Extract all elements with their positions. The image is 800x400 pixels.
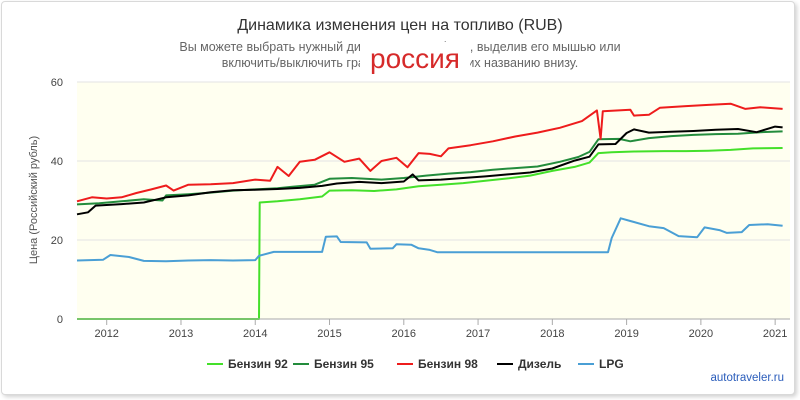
x-tick-label: 2020 — [689, 328, 713, 340]
legend-label: Дизель — [518, 357, 562, 371]
series-line-2[interactable] — [76, 130, 783, 206]
x-tick-label: 2017 — [466, 328, 490, 340]
plot-background — [77, 82, 790, 319]
legend-label: Бензин 95 — [314, 357, 374, 371]
y-tick-label: 0 — [57, 314, 63, 326]
y-tick-label: 40 — [51, 156, 63, 168]
legend-swatch — [293, 363, 309, 365]
x-axis-ticks: 2012 2013 2014 2015 2016 2017 2018 2019 2020 2021 — [94, 319, 787, 340]
grid-lines — [77, 81, 790, 241]
y-tick-label: 20 — [51, 235, 63, 247]
site-credit[interactable]: autotraveler.ru — [710, 372, 784, 384]
x-tick-label: 2012 — [94, 328, 118, 340]
legend-swatch — [578, 363, 594, 365]
x-tick-label: 2019 — [614, 328, 638, 340]
legend-label: Бензин 98 — [418, 357, 478, 371]
legend-label: LPG — [599, 357, 624, 371]
chart-title: Динамика изменения цен на топливо (RUB) — [237, 17, 563, 34]
series-lines — [76, 102, 783, 320]
country-label: россия — [360, 42, 470, 76]
x-tick-label: 2018 — [540, 328, 564, 340]
x-tick-label: 2014 — [243, 328, 267, 340]
legend-label: Бензин 92 — [228, 357, 288, 371]
legend: Бензин 92 Бензин 95 Бензин 98 Дизель LPG — [0, 357, 800, 373]
y-tick-label: 60 — [51, 77, 63, 89]
x-tick-label: 2013 — [169, 328, 193, 340]
series-line-1[interactable] — [77, 147, 783, 320]
legend-swatch — [497, 363, 513, 365]
legend-swatch — [207, 363, 223, 365]
legend-swatch — [397, 363, 413, 365]
y-axis-ticks: 0 20 40 60 — [51, 77, 63, 326]
y-axis-label: Цена (Российский рубль) — [28, 136, 40, 264]
series-line-4[interactable] — [76, 125, 783, 216]
series-line-3[interactable] — [76, 102, 783, 203]
x-tick-label: 2021 — [763, 328, 787, 340]
series-line-5[interactable] — [76, 217, 783, 263]
x-tick-label: 2015 — [317, 328, 341, 340]
x-tick-label: 2016 — [392, 328, 416, 340]
